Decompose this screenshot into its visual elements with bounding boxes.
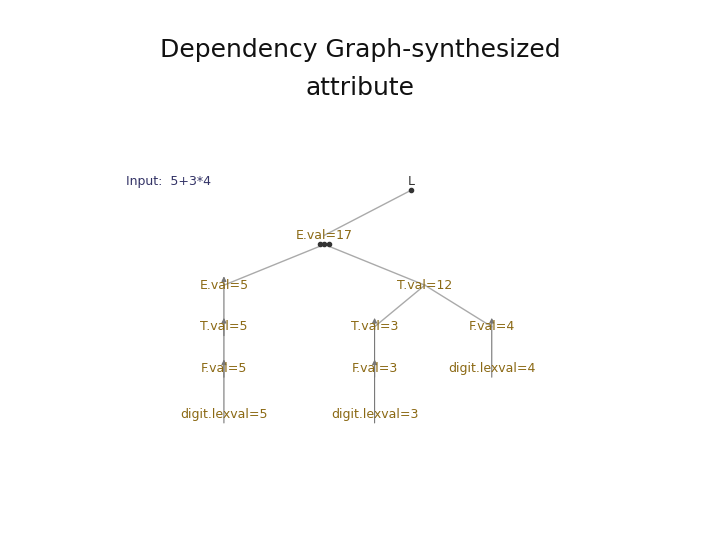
Text: digit.lexval=5: digit.lexval=5 (180, 408, 268, 421)
Text: digit.lexval=3: digit.lexval=3 (331, 408, 418, 421)
Text: Input:  5+3*4: Input: 5+3*4 (126, 175, 211, 188)
Text: Dependency Graph-synthesized: Dependency Graph-synthesized (160, 38, 560, 62)
Text: attribute: attribute (305, 76, 415, 99)
Text: E.val=17: E.val=17 (296, 229, 353, 242)
Text: T.val=3: T.val=3 (351, 320, 398, 333)
Text: T.val=5: T.val=5 (200, 320, 248, 333)
Text: T.val=12: T.val=12 (397, 279, 452, 292)
Text: digit.lexval=4: digit.lexval=4 (448, 362, 536, 375)
Text: F.val=3: F.val=3 (351, 362, 397, 375)
Text: E.val=5: E.val=5 (199, 279, 248, 292)
Text: F.val=4: F.val=4 (469, 320, 515, 333)
Text: L: L (408, 175, 414, 188)
Text: F.val=5: F.val=5 (201, 362, 247, 375)
